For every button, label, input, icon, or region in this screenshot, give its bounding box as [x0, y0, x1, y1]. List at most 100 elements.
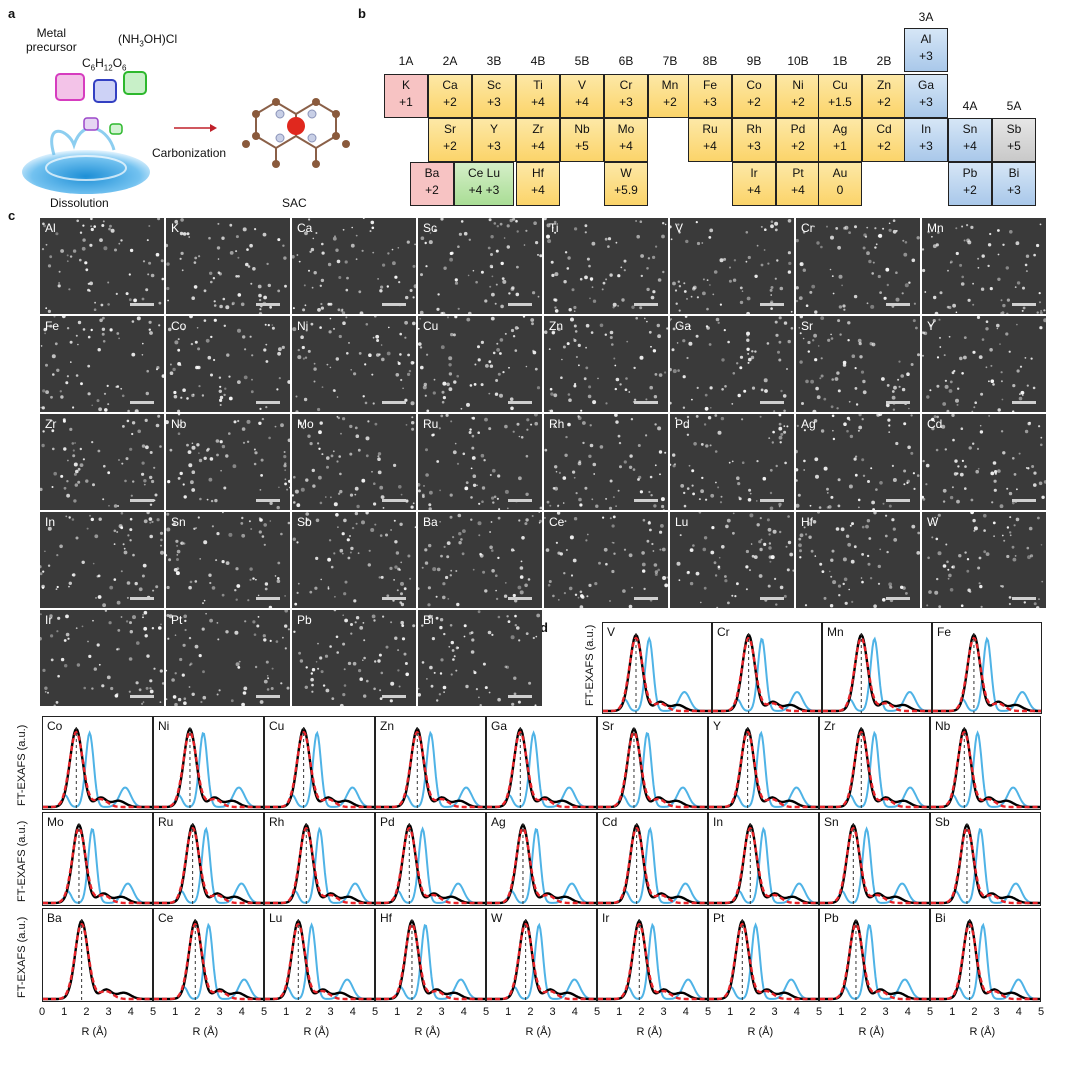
- stem-element-label: Sb: [297, 515, 312, 529]
- stem-image-mn: Mn: [922, 218, 1046, 314]
- reference-curve: [43, 730, 152, 808]
- scale-bar: [256, 401, 280, 404]
- reference-curve: [487, 828, 596, 904]
- x-tick-label: 3: [882, 1006, 889, 1018]
- exafs-plot-cu: Cu: [264, 716, 375, 810]
- stem-image-al: Al: [40, 218, 164, 314]
- exafs-plot-mo: Mo: [42, 812, 153, 906]
- scale-bar: [382, 401, 406, 404]
- fit-curve: [823, 636, 931, 713]
- scale-bar: [130, 303, 154, 306]
- x-tick-label: 2: [194, 1006, 201, 1018]
- reference-curve: [265, 922, 374, 1000]
- stem-element-label: Y: [927, 319, 936, 333]
- stem-image-cd: Cd: [922, 414, 1046, 510]
- pt-cell-ce-lu: Ce Lu +4 +3: [454, 162, 514, 206]
- pt-cell-k: K +1: [384, 74, 428, 118]
- x-tick-label: 4: [904, 1006, 911, 1018]
- scale-bar: [886, 499, 910, 502]
- x-tick-label: 4: [682, 1006, 689, 1018]
- pt-oxidation-state: +5.9: [614, 183, 638, 197]
- pt-symbol: K: [401, 78, 410, 92]
- fit-curve: [487, 922, 596, 1001]
- x-tick-label: 5: [482, 1006, 490, 1018]
- pt-oxidation-state: +3: [919, 49, 933, 63]
- exafs-plot-sb: Sb: [930, 812, 1041, 906]
- stem-image-mo: Mo: [292, 414, 416, 510]
- pt-oxidation-state: +3: [703, 95, 717, 109]
- x-tick-label: 3: [327, 1006, 334, 1018]
- stem-element-label: In: [45, 515, 56, 529]
- pt-cell-cr: Cr +3: [604, 74, 648, 118]
- stem-image-zn: Zn: [544, 316, 668, 412]
- x-axis-label: R (Å): [969, 1026, 996, 1038]
- reference-curve: [598, 826, 707, 904]
- pt-symbol: Au: [832, 166, 848, 180]
- x-tick-label: 3: [660, 1006, 667, 1018]
- x-axis-label: R (Å): [303, 1026, 330, 1038]
- group-label-3a: 3A: [918, 10, 934, 24]
- reference-curve: [376, 924, 485, 1000]
- fit-curve: [931, 826, 1040, 905]
- exafs-element-label: V: [607, 625, 616, 639]
- stem-image-sc: Sc: [418, 218, 542, 314]
- reference-curve: [487, 730, 596, 808]
- x-tick-label: 5: [1037, 1006, 1045, 1018]
- x-tick-label: 4: [460, 1006, 467, 1018]
- stem-image-co: Co: [166, 316, 290, 412]
- scale-bar: [130, 597, 154, 600]
- x-tick-label: 1: [505, 1006, 512, 1018]
- pt-symbol: Ni: [792, 78, 804, 92]
- x-tick-label: 5: [926, 1006, 934, 1018]
- scale-bar: [130, 695, 154, 698]
- group-label-3b: 3B: [486, 54, 502, 68]
- x-tick-label: 5: [260, 1006, 268, 1018]
- pt-oxidation-state: +4: [963, 139, 977, 153]
- stem-element-label: Lu: [675, 515, 689, 529]
- pt-oxidation-state: +2: [877, 139, 891, 153]
- exafs-plot-w: W: [486, 908, 597, 1002]
- x-tick-label: 4: [793, 1006, 800, 1018]
- stem-element-label: Sn: [171, 515, 186, 529]
- panel-d-letter: d: [540, 620, 548, 635]
- exafs-y-axis-label: FT-EXAFS (a.u.): [16, 916, 28, 998]
- reference-curve: [709, 730, 818, 808]
- stem-element-label: Ti: [549, 221, 559, 235]
- fit-curve: [709, 826, 818, 905]
- pt-symbol: V: [577, 78, 586, 92]
- stem-image-lu: Lu: [670, 512, 794, 608]
- pt-symbol: Cu: [832, 78, 848, 92]
- pt-symbol: Zr: [532, 122, 544, 136]
- scale-bar: [508, 499, 532, 502]
- group-label-1a: 1A: [398, 54, 414, 68]
- x-tick-label: 2: [749, 1006, 756, 1018]
- scale-bar: [382, 695, 406, 698]
- pt-symbol: Hf: [532, 166, 544, 180]
- experiment-curve: [43, 919, 152, 1001]
- pt-symbol: Bi: [1008, 166, 1020, 180]
- fit-curve: [487, 826, 596, 905]
- fit-curve: [820, 922, 929, 1001]
- pt-cell-y: Y +3: [472, 118, 516, 162]
- stem-element-label: Nb: [171, 417, 187, 431]
- pt-cell-zn: Zn +2: [862, 74, 906, 118]
- exafs-element-label: Pb: [824, 911, 839, 925]
- exafs-element-label: Zr: [824, 719, 836, 733]
- pt-symbol: Rh: [746, 122, 762, 136]
- exafs-element-label: Sr: [602, 719, 614, 733]
- exafs-plot-in: In: [708, 812, 819, 906]
- fit-curve: [154, 826, 263, 905]
- stem-element-label: Ga: [675, 319, 692, 333]
- exafs-plot-ni: Ni: [153, 716, 264, 810]
- exafs-plot-lu: Lu: [264, 908, 375, 1002]
- exafs-y-axis-label: FT-EXAFS (a.u.): [16, 820, 28, 902]
- x-tick-label: 2: [305, 1006, 312, 1018]
- scale-bar: [634, 499, 658, 502]
- reference-curve: [43, 828, 152, 904]
- pt-cell-pb: Pb +2: [948, 162, 992, 206]
- scale-bar: [508, 597, 532, 600]
- exafs-plot-y: Y: [708, 716, 819, 810]
- pt-oxidation-state: +2: [963, 183, 977, 197]
- stem-element-label: Cd: [927, 417, 943, 431]
- scale-bar: [886, 303, 910, 306]
